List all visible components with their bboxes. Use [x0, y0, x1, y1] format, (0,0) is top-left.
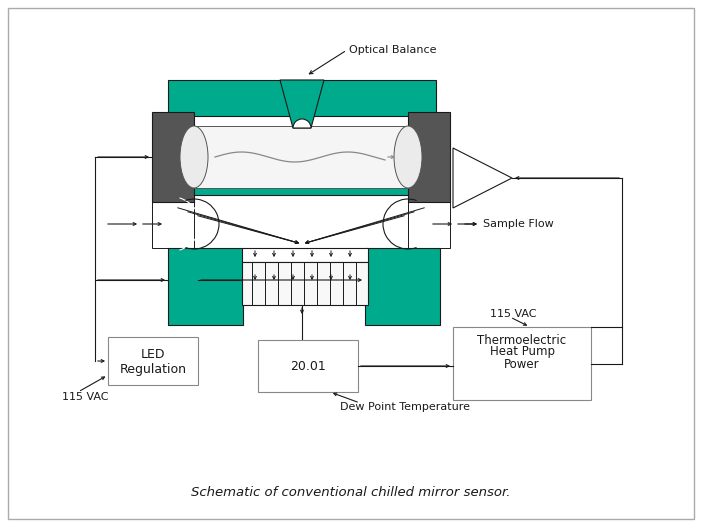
Polygon shape	[408, 200, 450, 248]
Text: Optical Balance: Optical Balance	[349, 45, 437, 55]
Text: 20.01: 20.01	[290, 359, 326, 373]
Bar	[242, 262, 368, 305]
Text: Power: Power	[504, 358, 540, 372]
Text: Heat Pump: Heat Pump	[489, 346, 555, 358]
Bar	[168, 248, 243, 325]
Polygon shape	[152, 200, 194, 248]
Bar	[365, 248, 440, 325]
Text: Regulation: Regulation	[119, 363, 187, 376]
Text: 115 VAC: 115 VAC	[490, 309, 536, 319]
Bar	[152, 112, 194, 202]
Wedge shape	[293, 119, 311, 128]
Bar	[168, 80, 436, 116]
Text: Sample Flow: Sample Flow	[483, 219, 554, 229]
Bar	[408, 112, 450, 202]
Text: Thermoelectric: Thermoelectric	[477, 334, 567, 346]
Polygon shape	[453, 148, 512, 208]
Text: Dew Point Temperature: Dew Point Temperature	[340, 402, 470, 412]
Polygon shape	[280, 80, 324, 128]
Bar	[453, 327, 591, 400]
Bar	[258, 340, 358, 392]
Text: Schematic of conventional chilled mirror sensor.: Schematic of conventional chilled mirror…	[191, 485, 511, 499]
Bar	[168, 158, 436, 195]
Text: 115 VAC: 115 VAC	[62, 392, 109, 402]
Bar	[242, 248, 368, 262]
Bar	[194, 126, 408, 188]
Ellipse shape	[180, 126, 208, 188]
Bar	[108, 337, 198, 385]
Text: LED: LED	[140, 348, 165, 362]
Ellipse shape	[394, 126, 422, 188]
